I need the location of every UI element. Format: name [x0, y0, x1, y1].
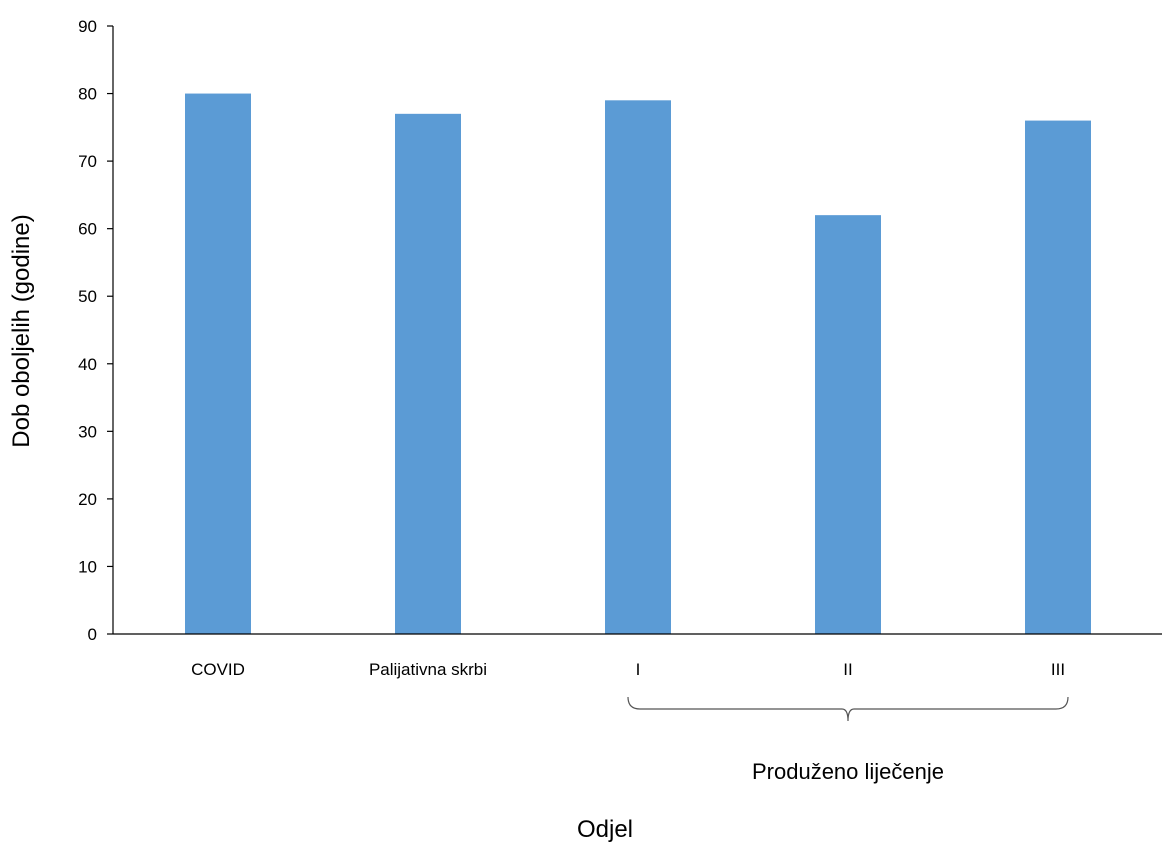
x-tick-label: COVID: [191, 660, 245, 679]
labels-layer: 0 10 20 30 40 50 60 70 80 90 COVID Palijativna skrb…: [78, 17, 1065, 784]
group-label: Produženo liječenje: [752, 759, 944, 784]
axes-layer: [107, 25, 1162, 722]
y-tick-label: 10: [78, 557, 97, 576]
x-tick-label: III: [1051, 660, 1065, 679]
y-tick-label: 20: [78, 490, 97, 509]
x-tick-label: II: [843, 660, 852, 679]
x-axis-title: Odjel: [577, 816, 633, 843]
bar: [1025, 120, 1091, 635]
y-axis-title: Dob oboljelih (godine): [8, 214, 35, 447]
y-tick-label: 90: [78, 17, 97, 36]
bar: [815, 215, 881, 634]
bar: [185, 93, 251, 635]
y-tick-label: 80: [78, 85, 97, 104]
x-tick-label: I: [636, 660, 641, 679]
y-tick-label: 60: [78, 220, 97, 239]
x-tick-label: Palijativna skrbi: [369, 660, 487, 679]
y-tick-label: 50: [78, 287, 97, 306]
y-tick-label: 30: [78, 422, 97, 441]
y-tick-label: 0: [88, 625, 97, 644]
y-tick-label: 70: [78, 152, 97, 171]
bar: [605, 100, 671, 635]
bars-layer: [185, 93, 1091, 635]
y-tick-label: 40: [78, 355, 97, 374]
bar: [395, 113, 461, 635]
group-bracket: [627, 696, 1069, 722]
